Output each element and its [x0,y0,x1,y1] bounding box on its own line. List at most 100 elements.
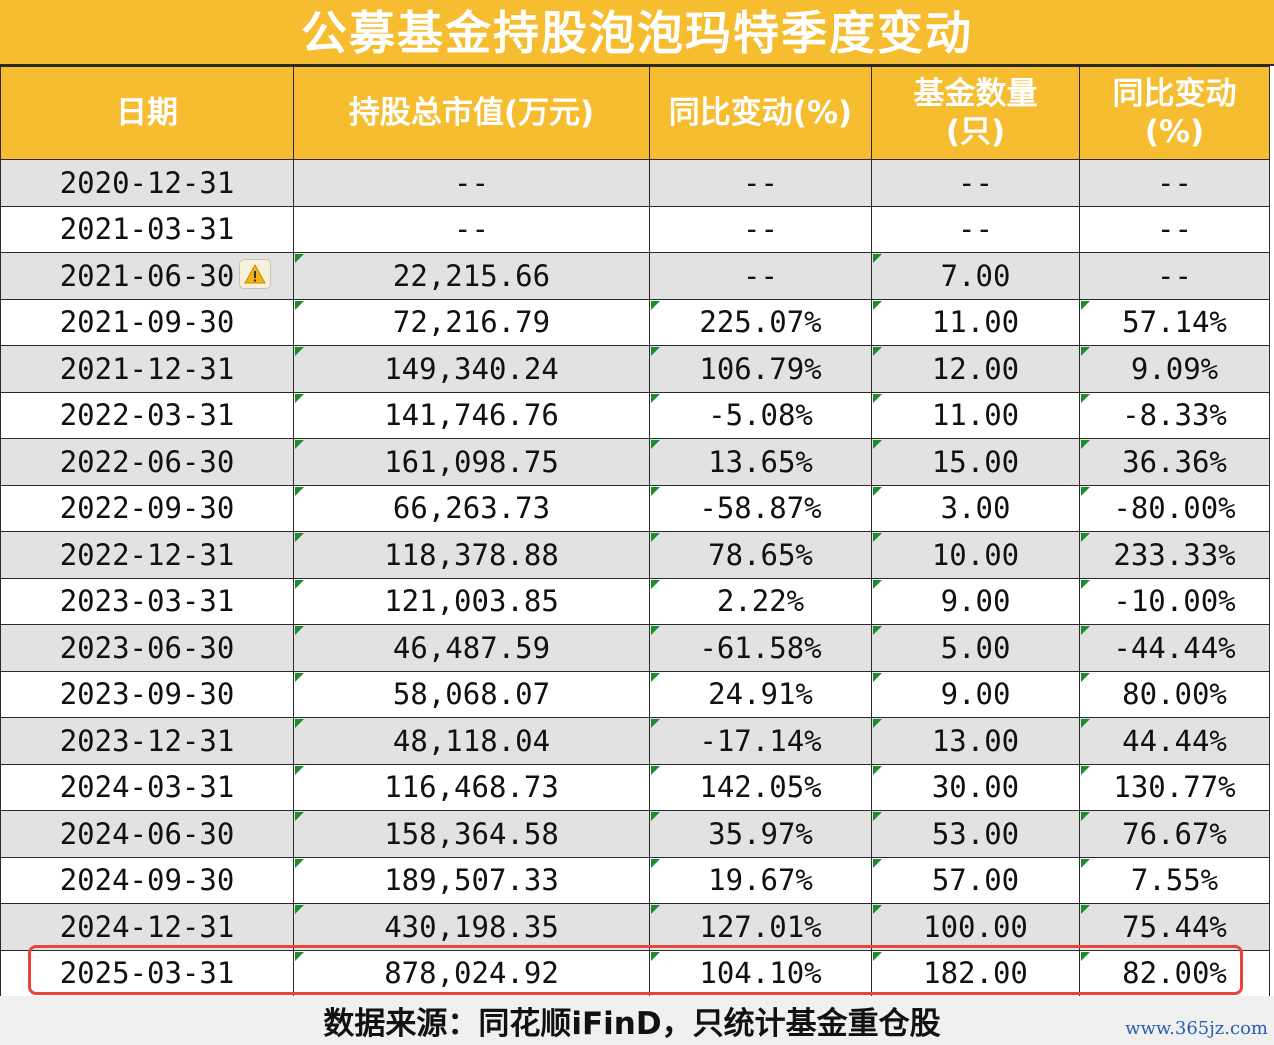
cell-market-value: 66,263.73 [293,484,650,532]
cell-fund-count: 3.00 [871,484,1080,532]
cell-date: 2021-06-30 [0,252,294,300]
cell-yoy-count: 80.00% [1079,670,1270,718]
header-yoy-count-line1: 同比变动 [1112,76,1237,112]
cell-fund-count: 9.00 [871,670,1080,718]
cell-yoy-count: 9.09% [1079,345,1270,393]
table-row: 2023-12-31 48,118.04 -17.14% 13.00 44.44% [0,717,1270,765]
cell-fund-count: 12.00 [871,345,1080,393]
cell-date: 2024-03-31 [0,763,294,811]
cell-date: 2023-06-30 [0,624,294,672]
table-row: 2023-06-30 46,487.59 -61.58% 5.00 -44.44% [0,624,1270,672]
cell-date: 2024-09-30 [0,856,294,904]
cell-market-value: 58,068.07 [293,670,650,718]
cell-fund-count: 7.00 [871,252,1080,300]
cell-market-value: 116,468.73 [293,763,650,811]
cell-market-value: -- [293,205,650,253]
cell-yoy-value: 106.79% [649,345,872,393]
cell-date: 2022-06-30 [0,438,294,486]
table-row: 2022-12-31 118,378.88 78.65% 10.00 233.33% [0,531,1270,579]
cell-fund-count: -- [871,205,1080,253]
cell-date: 2023-03-31 [0,577,294,625]
table-row: 2024-12-31 430,198.35 127.01% 100.00 75.44% [0,903,1270,951]
table-row: 2024-06-30 158,364.58 35.97% 53.00 76.67% [0,810,1270,858]
data-source-note: 数据来源：同花顺iFinD，只统计基金重仓股 [323,1006,941,1042]
table-row: 2023-03-31 121,003.85 2.22% 9.00 -10.00% [0,577,1270,625]
cell-yoy-count: 233.33% [1079,531,1270,579]
table-title: 公募基金持股泡泡玛特季度变动 [0,0,1274,66]
cell-yoy-value: 104.10% [649,949,872,997]
warning-icon[interactable] [239,259,271,289]
cell-date: 2021-03-31 [0,205,294,253]
cell-market-value: 48,118.04 [293,717,650,765]
cell-date: 2024-12-31 [0,903,294,951]
cell-fund-count: 10.00 [871,531,1080,579]
table-row: 2021-12-31 149,340.24 106.79% 12.00 9.09% [0,345,1270,393]
header-row: 日期 持股总市值(万元) 同比变动(%) 基金数量 (只) 同比变动 (%) [0,66,1270,160]
cell-market-value: 430,198.35 [293,903,650,951]
cell-yoy-value: 19.67% [649,856,872,904]
header-fund-count-line2: (只) [945,114,1006,150]
table-row: 2024-03-31 116,468.73 142.05% 30.00 130.77% [0,763,1270,811]
cell-fund-count: 11.00 [871,298,1080,346]
cell-fund-count: 15.00 [871,438,1080,486]
cell-fund-count: -- [871,159,1080,207]
cell-date: 2022-03-31 [0,391,294,439]
cell-yoy-count: -8.33% [1079,391,1270,439]
cell-yoy-value: -- [649,159,872,207]
cell-yoy-value: 127.01% [649,903,872,951]
cell-yoy-value: -- [649,205,872,253]
cell-yoy-count: 130.77% [1079,763,1270,811]
header-market-value: 持股总市值(万元) [293,66,650,160]
cell-date: 2020-12-31 [0,159,294,207]
table-row: 2021-09-30 72,216.79 225.07% 11.00 57.14% [0,298,1270,346]
cell-market-value: 189,507.33 [293,856,650,904]
table-row: 2022-09-30 66,263.73 -58.87% 3.00 -80.00% [0,484,1270,532]
cell-yoy-count: -10.00% [1079,577,1270,625]
cell-date: 2025-03-31 [0,949,294,997]
cell-yoy-count: 57.14% [1079,298,1270,346]
cell-fund-count: 182.00 [871,949,1080,997]
cell-fund-count: 9.00 [871,577,1080,625]
header-yoy-value: 同比变动(%) [649,66,872,160]
cell-market-value: 72,216.79 [293,298,650,346]
cell-yoy-count: -- [1079,205,1270,253]
cell-yoy-count: -80.00% [1079,484,1270,532]
cell-market-value: 158,364.58 [293,810,650,858]
cell-market-value: 161,098.75 [293,438,650,486]
cell-yoy-value: -- [649,252,872,300]
footer-band [0,996,1274,1045]
cell-yoy-value: 2.22% [649,577,872,625]
table-row: 2021-03-31 -- -- -- -- [0,205,1270,253]
cell-yoy-value: -61.58% [649,624,872,672]
cell-yoy-count: -- [1079,252,1270,300]
watermark: www.365jz.com [1125,1018,1268,1039]
table-row: 2023-09-30 58,068.07 24.91% 9.00 80.00% [0,670,1270,718]
cell-fund-count: 5.00 [871,624,1080,672]
cell-market-value: -- [293,159,650,207]
cell-yoy-value: 78.65% [649,531,872,579]
cell-date: 2021-12-31 [0,345,294,393]
cell-fund-count: 53.00 [871,810,1080,858]
cell-yoy-value: 13.65% [649,438,872,486]
cell-yoy-count: 82.00% [1079,949,1270,997]
cell-date: 2023-12-31 [0,717,294,765]
cell-date: 2021-09-30 [0,298,294,346]
cell-yoy-value: 24.91% [649,670,872,718]
cell-date: 2023-09-30 [0,670,294,718]
header-yoy-count-line2: (%) [1144,114,1205,150]
cell-yoy-count: 75.44% [1079,903,1270,951]
cell-market-value: 121,003.85 [293,577,650,625]
cell-fund-count: 100.00 [871,903,1080,951]
cell-market-value: 46,487.59 [293,624,650,672]
cell-yoy-value: -58.87% [649,484,872,532]
cell-yoy-count: 44.44% [1079,717,1270,765]
header-fund-count-line1: 基金数量 [913,76,1038,112]
cell-yoy-value: 225.07% [649,298,872,346]
cell-yoy-count: 7.55% [1079,856,1270,904]
cell-yoy-value: -5.08% [649,391,872,439]
cell-yoy-count: 76.67% [1079,810,1270,858]
cell-yoy-value: -17.14% [649,717,872,765]
cell-fund-count: 57.00 [871,856,1080,904]
header-date: 日期 [0,66,294,160]
cell-fund-count: 30.00 [871,763,1080,811]
